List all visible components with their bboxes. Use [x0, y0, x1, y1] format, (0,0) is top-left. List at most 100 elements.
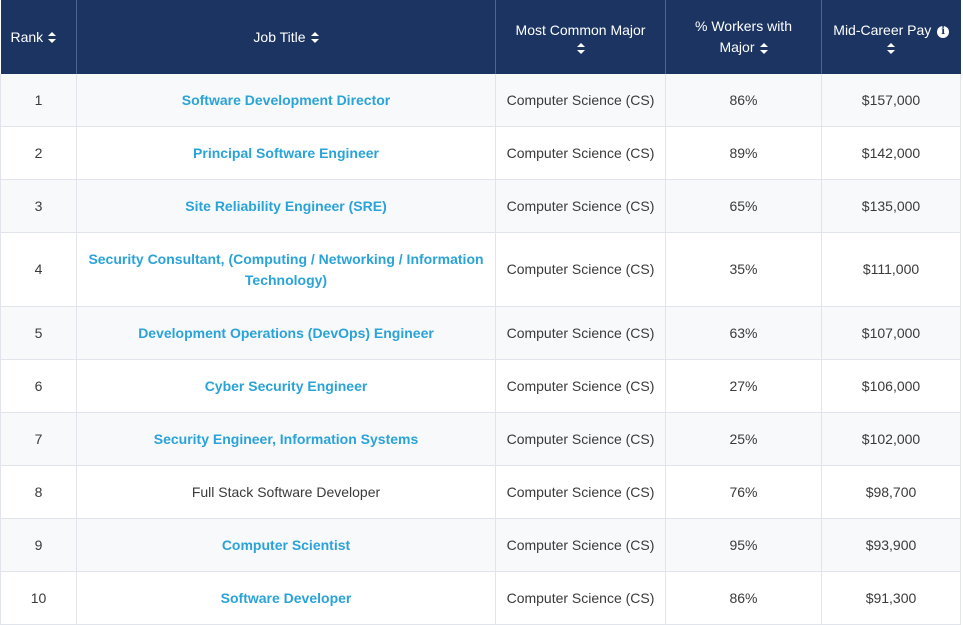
pay-value: $91,300	[865, 589, 917, 606]
job-title-text: Full Stack Software Developer	[191, 483, 381, 500]
major-value: Computer Science (CS)	[506, 144, 655, 161]
table-row: 5 Development Operations (DevOps) Engine…	[0, 306, 961, 360]
rank-value: 4	[34, 261, 43, 277]
table-row: 9 Computer Scientist Computer Science (C…	[0, 518, 961, 572]
workers-value: 76%	[729, 483, 758, 500]
major-cell: Computer Science (CS)	[495, 359, 666, 413]
table-row: 2 Principal Software Engineer Computer S…	[0, 126, 961, 180]
job-title-cell: Cyber Security Engineer	[76, 359, 496, 413]
job-title-link[interactable]: Site Reliability Engineer (SRE)	[185, 197, 387, 214]
rank-cell: 4	[0, 232, 77, 307]
table-row: 7 Security Engineer, Information Systems…	[0, 412, 961, 466]
table-row: 4 Security Consultant, (Computing / Netw…	[0, 232, 961, 307]
major-value: Computer Science (CS)	[506, 483, 655, 500]
workers-value: 95%	[729, 536, 758, 553]
rank-value: 1	[34, 91, 43, 108]
rank-value: 6	[34, 377, 43, 394]
major-value: Computer Science (CS)	[506, 324, 655, 341]
table-body: 1 Software Development Director Computer…	[0, 74, 961, 625]
major-value: Computer Science (CS)	[506, 91, 655, 108]
column-header-rank[interactable]: Rank	[0, 0, 77, 74]
workers-cell: 25%	[665, 412, 822, 466]
column-header-major[interactable]: Most Common Major	[495, 0, 666, 74]
major-cell: Computer Science (CS)	[495, 232, 666, 307]
header-row: Rank Job Title Most Common Major % Worke…	[0, 0, 961, 74]
workers-value: 65%	[729, 197, 758, 214]
info-icon[interactable]: i	[937, 26, 950, 38]
rank-value: 7	[34, 430, 43, 447]
rank-cell: 6	[0, 359, 77, 413]
table-row: 6 Cyber Security Engineer Computer Scien…	[0, 359, 961, 413]
rank-cell: 8	[0, 465, 77, 519]
major-cell: Computer Science (CS)	[495, 74, 666, 127]
workers-value: 86%	[729, 91, 758, 108]
major-value: Computer Science (CS)	[506, 197, 655, 214]
workers-value: 35%	[729, 261, 758, 277]
job-title-link[interactable]: Software Developer	[220, 589, 352, 606]
pay-cell: $142,000	[821, 126, 961, 180]
job-title-cell: Software Development Director	[76, 74, 496, 127]
major-cell: Computer Science (CS)	[495, 571, 666, 625]
rank-cell: 3	[0, 179, 77, 233]
major-cell: Computer Science (CS)	[495, 518, 666, 572]
job-title-link[interactable]: Security Consultant, (Computing / Networ…	[88, 250, 484, 288]
table-row: 8 Full Stack Software Developer Computer…	[0, 465, 961, 519]
job-title-cell: Full Stack Software Developer	[76, 465, 496, 519]
rank-value: 2	[34, 144, 43, 161]
rank-cell: 9	[0, 518, 77, 572]
workers-cell: 35%	[665, 232, 822, 307]
sort-arrows-icon[interactable]	[576, 43, 585, 54]
column-header-pay-label: Mid-Career Pay	[833, 22, 932, 38]
job-title-cell: Principal Software Engineer	[76, 126, 496, 180]
job-title-cell: Security Engineer, Information Systems	[76, 412, 496, 466]
rank-value: 8	[34, 483, 43, 500]
table-row: 10 Software Developer Computer Science (…	[0, 571, 961, 625]
workers-cell: 76%	[665, 465, 822, 519]
major-cell: Computer Science (CS)	[495, 412, 666, 466]
pay-value: $142,000	[861, 144, 921, 161]
workers-cell: 95%	[665, 518, 822, 572]
job-title-cell: Development Operations (DevOps) Engineer	[76, 306, 496, 360]
sort-arrows-icon[interactable]	[887, 43, 896, 54]
job-title-link[interactable]: Development Operations (DevOps) Engineer	[138, 324, 434, 341]
table-row: 3 Site Reliability Engineer (SRE) Comput…	[0, 179, 961, 233]
pay-cell: $98,700	[821, 465, 961, 519]
column-header-rank-label: Rank	[10, 28, 44, 45]
pay-value: $135,000	[861, 197, 921, 214]
major-cell: Computer Science (CS)	[495, 465, 666, 519]
sort-arrows-icon[interactable]	[310, 32, 319, 44]
job-title-link[interactable]: Software Development Director	[181, 91, 391, 108]
major-value: Computer Science (CS)	[506, 589, 655, 606]
pay-cell: $102,000	[821, 412, 961, 466]
pay-cell: $107,000	[821, 306, 961, 360]
sort-arrows-icon[interactable]	[48, 32, 57, 44]
column-header-workers-label-line1: % Workers with	[695, 18, 792, 34]
job-title-link[interactable]: Cyber Security Engineer	[204, 377, 368, 394]
job-title-link[interactable]: Computer Scientist	[221, 536, 351, 553]
workers-value: 89%	[729, 144, 758, 161]
workers-cell: 86%	[665, 571, 822, 625]
job-title-cell: Site Reliability Engineer (SRE)	[76, 179, 496, 233]
sort-arrows-icon[interactable]	[759, 42, 768, 54]
pay-cell: $91,300	[821, 571, 961, 625]
column-header-workers[interactable]: % Workers with Major	[665, 0, 822, 74]
pay-value: $93,900	[865, 536, 917, 553]
job-title-link[interactable]: Principal Software Engineer	[193, 144, 379, 161]
column-header-pay[interactable]: Mid-Career Pay i	[821, 0, 961, 74]
job-title-cell: Security Consultant, (Computing / Networ…	[76, 232, 496, 307]
major-cell: Computer Science (CS)	[495, 179, 666, 233]
rank-value: 10	[30, 589, 47, 606]
workers-cell: 89%	[665, 126, 822, 180]
pay-cell: $111,000	[821, 232, 961, 307]
rank-cell: 7	[0, 412, 77, 466]
workers-cell: 86%	[665, 74, 822, 127]
major-value: Computer Science (CS)	[506, 430, 655, 447]
job-title-link[interactable]: Security Engineer, Information Systems	[153, 430, 419, 447]
major-cell: Computer Science (CS)	[495, 306, 666, 360]
pay-value: $98,700	[865, 483, 917, 500]
column-header-job-title[interactable]: Job Title	[76, 0, 496, 74]
pay-cell: $93,900	[821, 518, 961, 572]
workers-cell: 63%	[665, 306, 822, 360]
pay-value: $157,000	[861, 91, 921, 108]
workers-cell: 27%	[665, 359, 822, 413]
